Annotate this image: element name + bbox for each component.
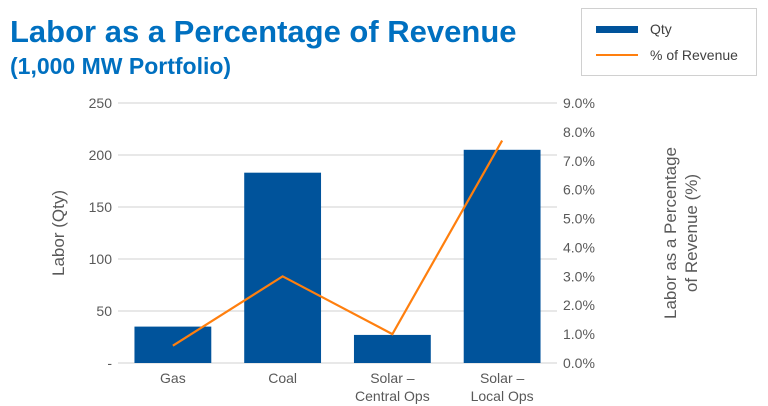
bar-2 — [353, 334, 431, 363]
y-tick-label: - — [107, 355, 112, 371]
x-tick-label: Gas — [160, 370, 186, 386]
y2-tick-label: 6.0% — [563, 182, 595, 198]
y-axis-label: Labor (Qty) — [49, 190, 68, 276]
legend-label-qty: Qty — [650, 21, 672, 37]
y-tick-label: 50 — [96, 303, 112, 319]
y2-tick-label: 2.0% — [563, 297, 595, 313]
y2-tick-label: 3.0% — [563, 268, 595, 284]
y-tick-label: 150 — [89, 199, 113, 215]
x-tick-label: Coal — [268, 370, 297, 386]
y2-axis-label: of Revenue (%) — [682, 174, 701, 292]
y2-tick-label: 1.0% — [563, 326, 595, 342]
x-tick-label: Solar – — [370, 370, 415, 386]
x-tick-label: Solar – — [480, 370, 525, 386]
pct-line — [172, 140, 504, 347]
chart-title: Labor as a Percentage of Revenue — [10, 14, 517, 49]
y-tick-label: 200 — [89, 147, 113, 163]
y2-tick-label: 4.0% — [563, 239, 595, 255]
chart-subtitle: (1,000 MW Portfolio) — [10, 53, 232, 79]
legend-item-pct: % of Revenue — [596, 47, 738, 63]
legend: Qty % of Revenue — [581, 8, 757, 76]
y2-tick-label: 5.0% — [563, 211, 595, 227]
x-tick-label: Central Ops — [355, 388, 430, 404]
y2-tick-label: 9.0% — [563, 95, 595, 111]
y2-axis-label: Labor as a Percentage — [661, 147, 680, 319]
bar-3 — [463, 149, 541, 363]
legend-label-pct: % of Revenue — [650, 47, 738, 63]
y-tick-label: 100 — [89, 251, 113, 267]
y2-tick-label: 0.0% — [563, 355, 595, 371]
legend-swatch-qty — [596, 25, 638, 33]
y-tick-label: 250 — [89, 95, 113, 111]
legend-swatch-pct — [596, 54, 638, 56]
x-tick-label: Local Ops — [471, 388, 534, 404]
legend-item-qty: Qty — [596, 21, 672, 37]
bar-1 — [244, 172, 322, 363]
y2-tick-label: 7.0% — [563, 153, 595, 169]
y2-tick-label: 8.0% — [563, 124, 595, 140]
